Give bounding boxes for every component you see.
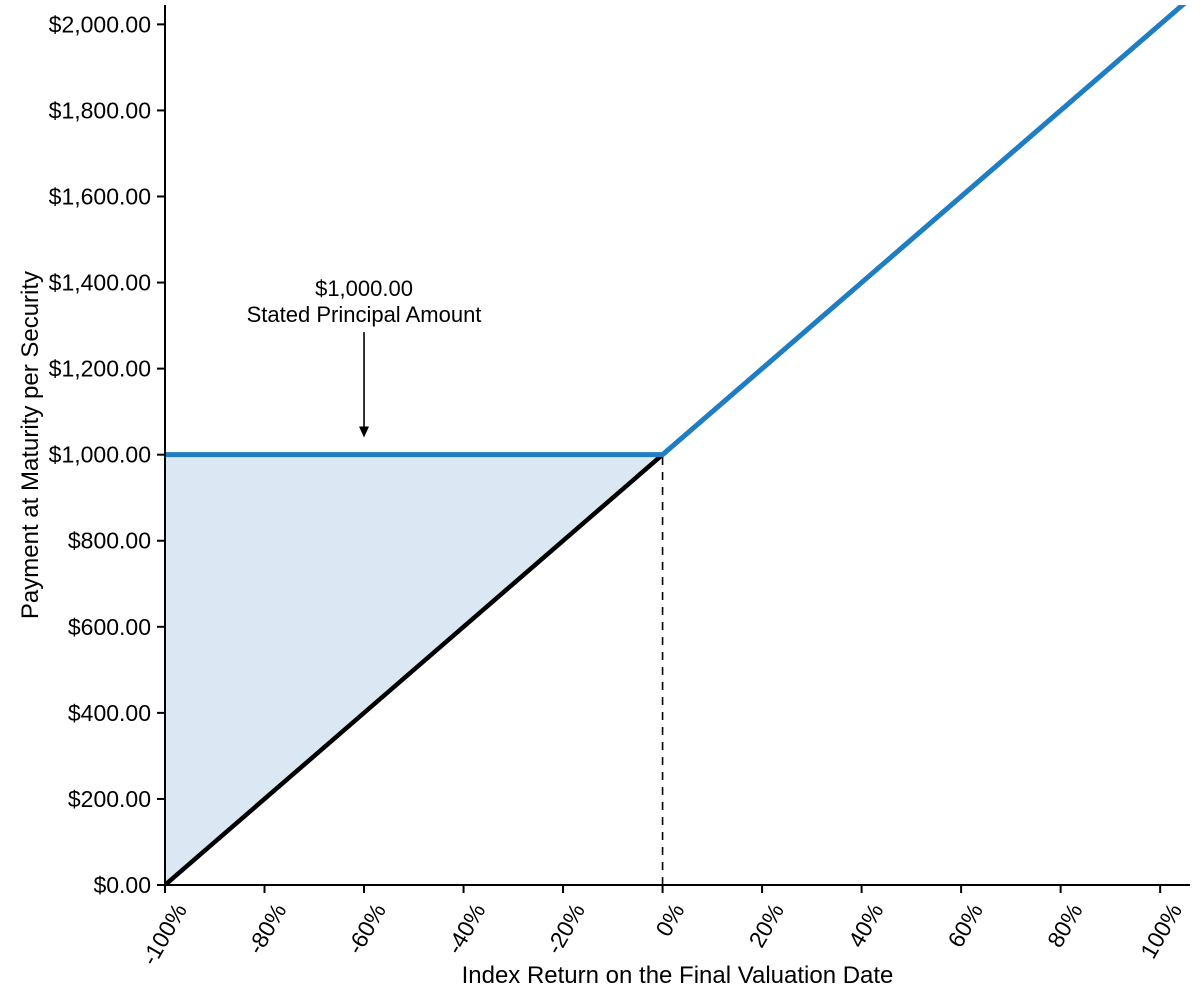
x-tick-label: -60% bbox=[342, 899, 391, 959]
x-tick-label: 80% bbox=[1042, 899, 1088, 952]
x-tick-label: 40% bbox=[843, 899, 889, 952]
y-tick-label: $1,400.00 bbox=[49, 270, 151, 296]
annotation-line1: $1,000.00 bbox=[315, 276, 413, 302]
x-tick-label: 0% bbox=[650, 899, 689, 941]
y-tick-label: $200.00 bbox=[68, 786, 151, 812]
x-tick-label: 100% bbox=[1135, 899, 1187, 963]
x-tick-label: -40% bbox=[441, 899, 490, 959]
x-axis-title: Index Return on the Final Valuation Date bbox=[461, 962, 894, 989]
principal-annotation: $1,000.00 Stated Principal Amount bbox=[164, 276, 564, 328]
y-tick-label: $1,800.00 bbox=[49, 97, 151, 123]
annotation-arrow-head bbox=[359, 426, 370, 438]
x-tick-label: -100% bbox=[136, 899, 192, 970]
y-tick-label: $1,600.00 bbox=[49, 183, 151, 209]
payment-at-maturity-line bbox=[165, 5, 1187, 458]
y-tick-label: $600.00 bbox=[68, 614, 151, 640]
y-tick-label: $1,000.00 bbox=[49, 442, 151, 468]
y-tick-label: $1,200.00 bbox=[49, 356, 151, 382]
y-tick-label: $800.00 bbox=[68, 528, 151, 554]
x-tick-label: 60% bbox=[942, 899, 988, 952]
x-tick-label: -80% bbox=[242, 899, 291, 959]
x-tick-label: 20% bbox=[743, 899, 789, 952]
y-tick-label: $0.00 bbox=[93, 872, 151, 898]
annotation-line2: Stated Principal Amount bbox=[246, 302, 482, 328]
x-tick-label: -20% bbox=[541, 899, 590, 959]
y-axis-title: Payment at Maturity per Security bbox=[17, 270, 44, 620]
y-tick-label: $400.00 bbox=[68, 700, 151, 726]
y-tick-label: $2,000.00 bbox=[49, 11, 151, 37]
